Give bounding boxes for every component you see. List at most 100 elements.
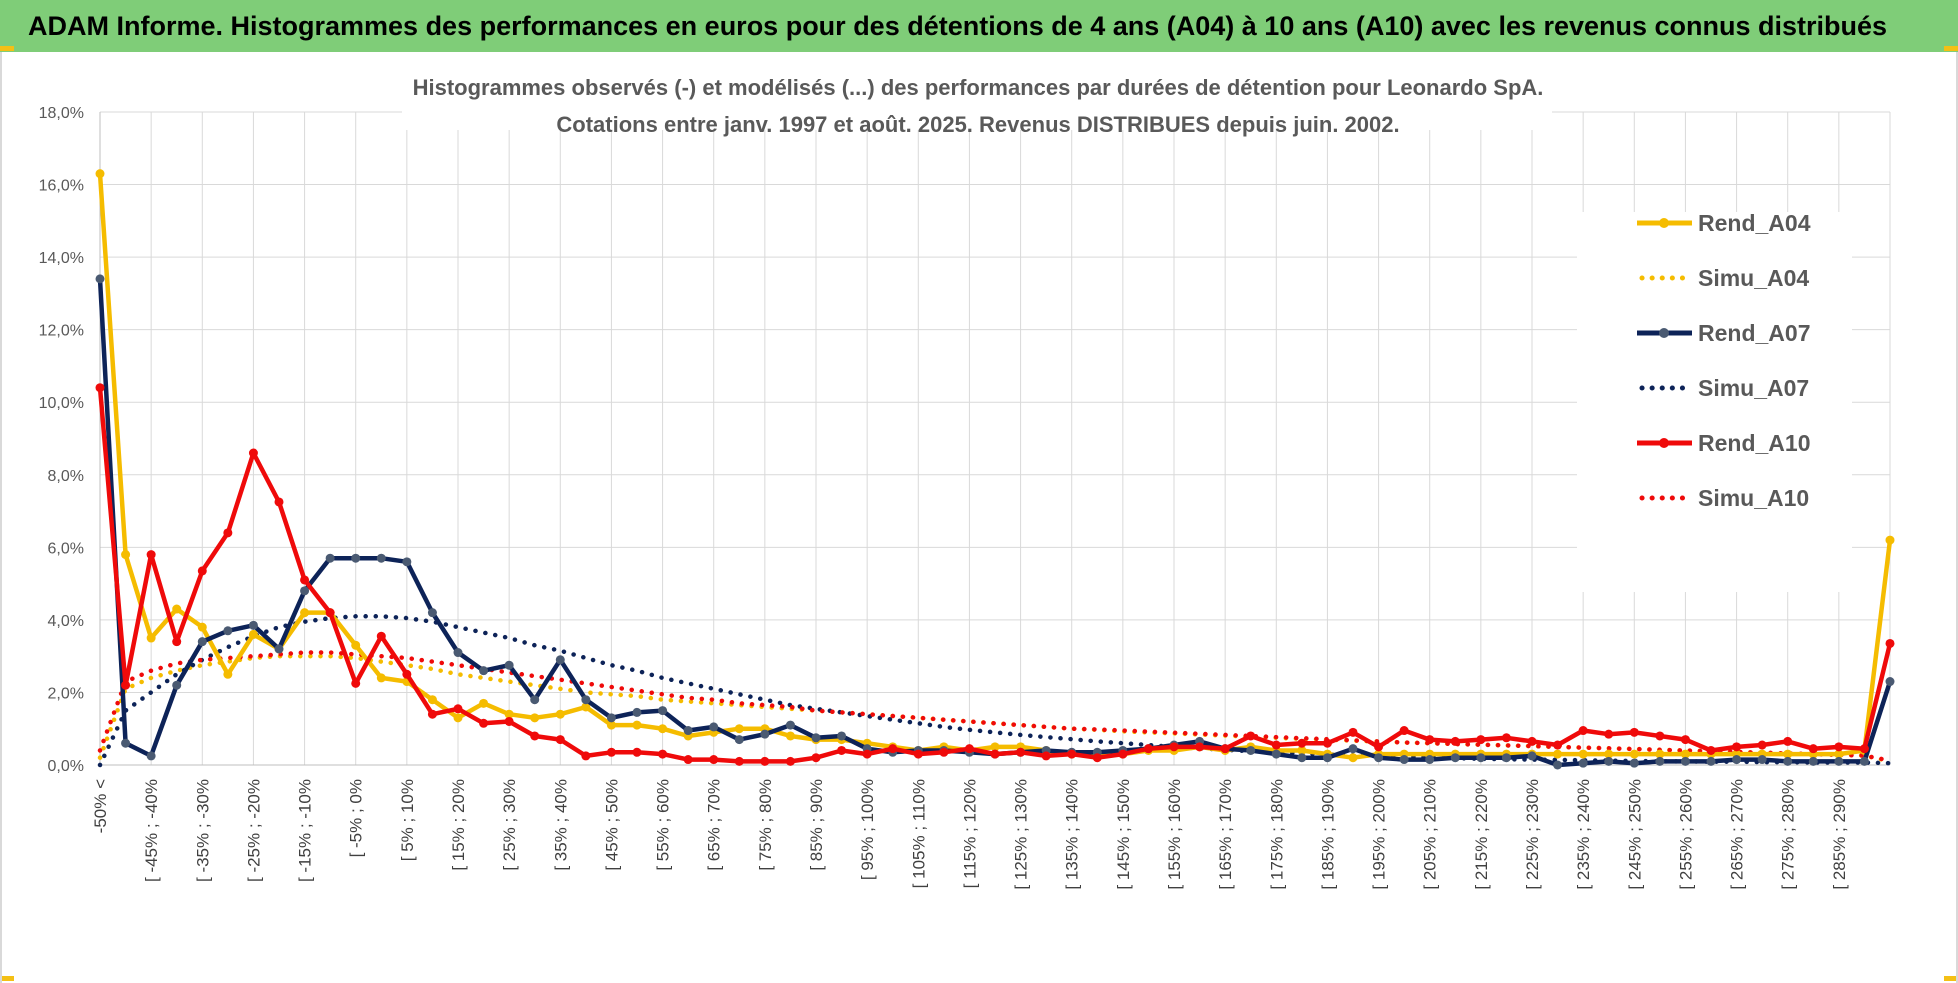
y-tick-label: 10,0% [39, 395, 84, 412]
series-point-rend_a04 [146, 633, 156, 643]
series-point-rend_a07 [402, 557, 412, 567]
x-tick-label: [ 85% ; 90% [807, 779, 826, 871]
series-point-rend_a04 [1604, 749, 1614, 759]
series-point-rend_a04 [300, 608, 310, 618]
series-point-rend_a04 [1680, 749, 1690, 759]
series-point-rend_a10 [1067, 749, 1077, 759]
series-point-rend_a07 [1885, 677, 1895, 687]
series-point-rend_a07 [1553, 760, 1563, 770]
legend-label-rend_a10: Rend_A10 [1698, 430, 1810, 456]
series-point-rend_a10 [606, 747, 616, 757]
series-point-rend_a10 [1041, 751, 1051, 761]
series-point-rend_a10 [1655, 731, 1665, 741]
series-point-rend_a04 [632, 720, 642, 730]
report-banner: ADAM Informe. Histogrammes des performan… [0, 0, 1958, 52]
series-point-rend_a04 [1885, 535, 1895, 545]
x-tick-label: [ 35% ; 40% [551, 779, 570, 871]
y-tick-label: 0,0% [48, 758, 84, 775]
series-point-rend_a07 [581, 695, 591, 705]
series-point-rend_a10 [581, 751, 591, 761]
series-point-rend_a10 [811, 753, 821, 763]
series-point-rend_a07 [376, 553, 386, 563]
series-point-rend_a07 [1348, 744, 1358, 754]
legend-label-simu_a07: Simu_A07 [1698, 375, 1809, 401]
x-tick-label: [ -45% ; -40% [142, 779, 161, 882]
series-point-rend_a10 [760, 756, 770, 766]
series-point-rend_a07 [479, 666, 489, 676]
series-point-rend_a10 [632, 747, 642, 757]
series-point-rend_a07 [325, 553, 335, 563]
series-point-rend_a10 [1859, 744, 1869, 754]
series-point-rend_a10 [683, 755, 693, 765]
series-point-rend_a04 [581, 702, 591, 712]
series-point-rend_a07 [1783, 756, 1793, 766]
series-point-rend_a04 [351, 640, 361, 650]
y-tick-label: 12,0% [39, 323, 84, 340]
x-tick-label: [ 155% ; 160% [1165, 779, 1184, 890]
series-point-rend_a07 [300, 586, 310, 596]
chart-frame: 0,0% 2,0% 4,0% 6,0% 8,0% 10,0% 12,0% 14,0% 16,0%… [0, 52, 1958, 983]
histogram-line-chart: 0,0% 2,0% 4,0% 6,0% 8,0% 10,0% 12,0% 14,0% 16,0%… [39, 60, 1895, 890]
series-point-rend_a07 [658, 706, 668, 716]
series-point-rend_a10 [453, 704, 463, 714]
x-tick-label: [ 65% ; 70% [705, 779, 724, 871]
series-point-rend_a04 [1629, 749, 1639, 759]
y-tick-label: 2,0% [48, 685, 84, 702]
x-tick-label: [ 205% ; 210% [1421, 779, 1440, 890]
series-point-rend_a10 [530, 731, 540, 741]
x-tick-label: [ 105% ; 110% [909, 779, 928, 888]
series-point-rend_a07 [606, 713, 616, 723]
series-point-rend_a10 [351, 678, 361, 688]
series-point-rend_a07 [453, 648, 463, 658]
series-point-rend_a10 [555, 735, 565, 745]
x-tick-label: [ 165% ; 170% [1216, 779, 1235, 890]
x-tick-label: [ -5% ; 0% [347, 779, 366, 857]
series-point-rend_a10 [1271, 740, 1281, 750]
series-point-rend_a10 [223, 528, 233, 538]
series-point-rend_a10 [1553, 740, 1563, 750]
series-point-rend_a04 [606, 720, 616, 730]
series-point-rend_a07 [1834, 756, 1844, 766]
series-point-rend_a04 [376, 673, 386, 683]
x-tick-label: [ 175% ; 180% [1267, 779, 1286, 890]
x-tick-label: [ 285% ; 290% [1830, 779, 1849, 890]
x-tick-label: [ 245% ; 250% [1625, 779, 1644, 890]
x-tick-label: [ 215% ; 220% [1472, 779, 1491, 890]
series-point-rend_a10 [1757, 740, 1767, 750]
x-tick-label: [ 55% ; 60% [654, 779, 673, 871]
legend-marker-rend_a10 [1659, 438, 1669, 448]
series-point-rend_a07 [1808, 756, 1818, 766]
chart-legend: Rend_A04 Simu_A04 Rend_A07 Simu_A07 Rend_A10… [1577, 210, 1852, 592]
series-point-rend_a04 [427, 695, 437, 705]
series-point-rend_a04 [1348, 753, 1358, 763]
x-tick-label: [ 25% ; 30% [500, 779, 519, 871]
series-point-rend_a07 [1425, 755, 1435, 765]
x-tick-label: [ 145% ; 150% [1114, 779, 1133, 890]
series-point-rend_a04 [453, 713, 463, 723]
legend-label-rend_a04: Rend_A04 [1698, 210, 1811, 236]
x-tick-label: -50% < [91, 779, 110, 833]
series-point-rend_a07 [172, 680, 182, 690]
series-point-rend_a10 [1143, 744, 1153, 754]
series-point-rend_a10 [1399, 726, 1409, 736]
series-point-rend_a10 [862, 749, 872, 759]
series-point-rend_a10 [121, 680, 131, 690]
series-point-rend_a04 [1655, 749, 1665, 759]
series-point-rend_a10 [1348, 727, 1358, 737]
series-point-rend_a10 [1885, 638, 1895, 648]
series-point-rend_a10 [95, 383, 105, 393]
series-point-rend_a07 [1732, 755, 1742, 765]
series-point-rend_a04 [1834, 749, 1844, 759]
series-point-rend_a04 [223, 669, 233, 679]
series-point-rend_a10 [1450, 736, 1460, 746]
series-point-rend_a07 [530, 695, 540, 705]
series-point-rend_a07 [121, 738, 131, 748]
series-point-rend_a07 [1578, 758, 1588, 768]
series-point-rend_a07 [427, 608, 437, 618]
series-point-rend_a10 [1169, 742, 1179, 752]
series-point-rend_a07 [1476, 753, 1486, 763]
x-tick-label: [ 95% ; 100% [858, 779, 877, 880]
x-tick-label: [ 45% ; 50% [602, 779, 621, 871]
series-point-rend_a10 [888, 744, 898, 754]
series-point-rend_a07 [223, 626, 233, 636]
